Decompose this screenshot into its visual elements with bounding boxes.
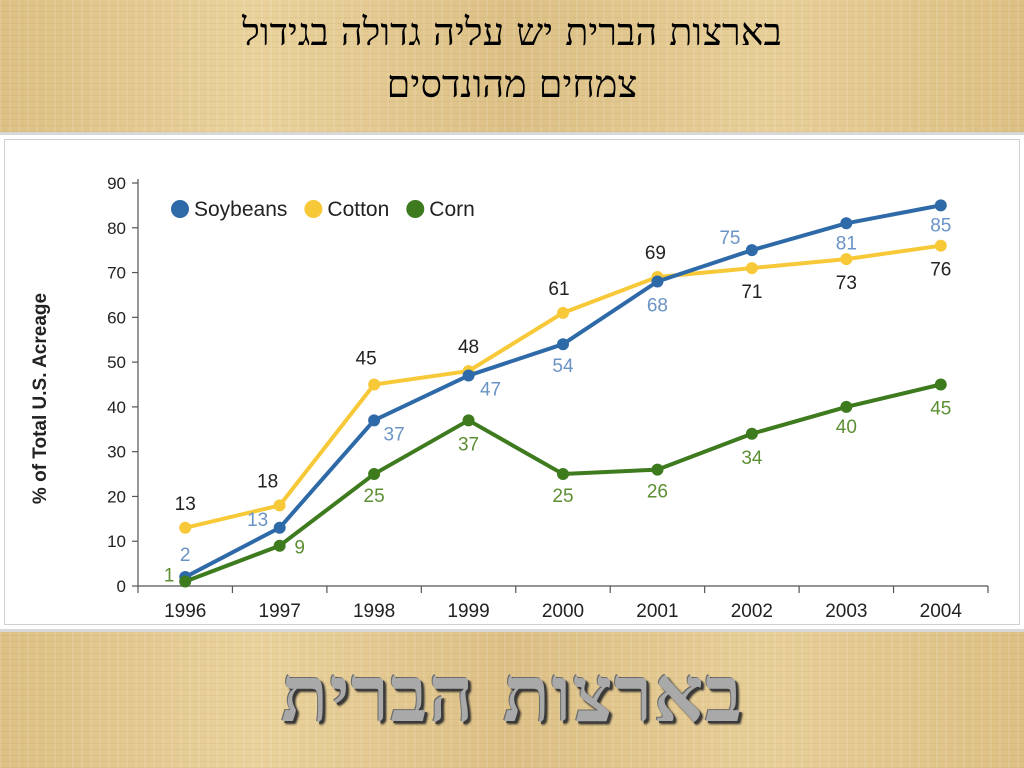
data-label-corn: 9	[294, 538, 305, 559]
data-point-corn	[462, 414, 475, 427]
y-tick-label: 90	[107, 174, 126, 193]
y-tick-label: 0	[117, 577, 126, 596]
legend-marker-corn	[406, 200, 425, 218]
y-tick-label: 60	[107, 308, 126, 327]
bottom-heading: בארצות הברית	[280, 649, 744, 740]
data-label-soybeans: 85	[930, 215, 951, 236]
data-label-corn: 45	[930, 399, 951, 420]
data-label-cotton: 71	[741, 282, 762, 303]
data-label-corn: 25	[552, 486, 573, 507]
data-point-corn	[179, 575, 192, 588]
chart-frame	[4, 139, 1020, 625]
data-point-cotton	[273, 499, 286, 512]
legend-label-corn: Corn	[429, 198, 475, 221]
y-tick-label: 50	[107, 353, 126, 372]
y-tick-label: 20	[107, 487, 126, 506]
data-label-soybeans: 81	[836, 233, 857, 254]
data-point-corn	[840, 400, 853, 413]
x-tick-label: 2003	[825, 601, 867, 622]
legend-marker-cotton	[304, 200, 323, 218]
data-point-soybeans	[745, 244, 758, 257]
y-tick-label: 70	[107, 264, 126, 283]
data-point-soybeans	[934, 199, 947, 212]
data-point-cotton	[368, 378, 381, 391]
data-label-corn: 25	[364, 486, 385, 507]
y-tick-label: 30	[107, 443, 126, 462]
y-tick-label: 80	[107, 219, 126, 238]
data-label-cotton: 61	[548, 279, 569, 300]
data-label-corn: 1	[164, 566, 175, 587]
data-point-corn	[273, 539, 286, 552]
data-point-cotton	[840, 253, 853, 266]
x-tick-label: 1997	[259, 601, 301, 622]
data-label-corn: 37	[458, 434, 479, 455]
data-point-soybeans	[840, 217, 853, 230]
line-chart: 0 10 20 30 40 50 60 70 80 90 1996 1997 1998 1999 2000 2…	[30, 174, 989, 622]
x-tick-label: 1996	[164, 601, 206, 622]
data-label-soybeans: 47	[480, 380, 501, 401]
data-label-cotton: 73	[836, 273, 857, 294]
y-tick-label: 40	[107, 398, 126, 417]
data-label-soybeans: 2	[180, 545, 191, 566]
data-label-soybeans: 54	[552, 356, 574, 377]
legend-label-cotton: Cotton	[327, 198, 389, 221]
data-point-corn	[368, 468, 381, 481]
data-point-corn	[651, 463, 664, 476]
data-label-cotton: 48	[458, 337, 479, 358]
data-label-cotton: 13	[175, 494, 196, 515]
legend-label-soybeans: Soybeans	[194, 198, 287, 221]
data-label-soybeans: 75	[719, 228, 740, 249]
x-tick-label: 2002	[731, 601, 773, 622]
y-tick-label: 10	[107, 532, 126, 551]
chart-panel: 0 10 20 30 40 50 60 70 80 90 1996 1997 1998 1999 2000 2…	[0, 132, 1024, 632]
data-point-corn	[557, 468, 569, 481]
data-point-cotton	[557, 306, 569, 319]
data-label-corn: 40	[836, 417, 857, 438]
x-tick-label: 1999	[447, 601, 489, 622]
x-tick-label: 2001	[636, 601, 678, 622]
slide-title-line-1: בארצות הברית יש עליה גדולה בגידול	[242, 10, 782, 54]
data-point-cotton	[745, 262, 758, 275]
legend-marker-soybeans	[171, 200, 189, 218]
x-tick-label: 2000	[542, 601, 584, 622]
data-point-corn	[745, 427, 758, 440]
data-point-cotton	[179, 521, 192, 534]
data-label-corn: 34	[741, 448, 763, 469]
data-label-cotton: 45	[356, 349, 377, 370]
data-point-soybeans	[557, 338, 569, 351]
data-label-corn: 26	[647, 482, 668, 503]
data-label-soybeans: 13	[247, 510, 268, 531]
data-point-corn	[934, 378, 947, 391]
data-label-cotton: 69	[645, 243, 666, 264]
data-point-soybeans	[368, 414, 381, 427]
data-label-cotton: 76	[930, 260, 951, 281]
data-point-soybeans	[651, 275, 664, 288]
data-label-cotton: 18	[257, 471, 278, 492]
data-point-cotton	[934, 239, 947, 252]
data-label-soybeans: 37	[384, 424, 405, 445]
data-point-soybeans	[273, 521, 286, 534]
data-point-soybeans	[462, 369, 475, 382]
x-tick-label: 2004	[920, 601, 963, 622]
slide-title-line-2: צמחים מהונדסים	[386, 62, 638, 106]
slide-title: בארצות הברית יש עליה גדולה בגידול צמחים …	[0, 0, 1024, 132]
x-tick-label: 1998	[353, 601, 395, 622]
y-axis-label: % of Total U.S. Acreage	[30, 293, 51, 504]
data-label-soybeans: 68	[647, 296, 668, 317]
